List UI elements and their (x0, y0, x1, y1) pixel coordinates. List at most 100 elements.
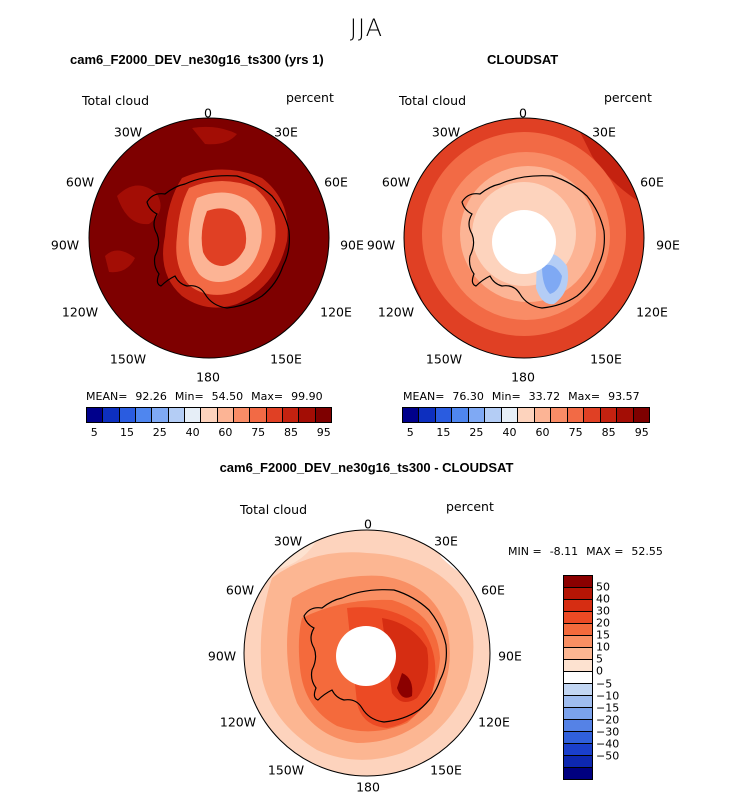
panel-3-colorbar-tick: 40 (596, 592, 610, 606)
panel-3-colorbar-cell (564, 660, 592, 672)
panel-2-colorbar-cell (518, 408, 535, 422)
panel-2-lon-label: 90E (656, 237, 680, 253)
panel-3-colorbar-tick: 30 (596, 604, 610, 618)
panel-3-lon-label: 90W (207, 648, 237, 664)
panel-2-colorbar-cell (468, 408, 486, 422)
panel-3-colorbar-cell (564, 684, 592, 696)
panel-1-colorbar-tick: 15 (120, 426, 134, 439)
panel-3-colorbar-cell (564, 648, 592, 660)
panel-2-lon-label: 120W (377, 304, 415, 320)
panel-2-map (403, 117, 645, 359)
panel-1-colorbar-cell (103, 408, 120, 422)
panel-1-lon-label: 90W (50, 237, 80, 253)
panel-2-colorbar-tick: 75 (568, 426, 583, 439)
panel-3-map-border (243, 529, 491, 777)
panel-3-colorbar-tick: −20 (596, 713, 620, 727)
panel-2-colorbar-ticks: 5 15 25 40 60 75 85 95 (402, 426, 650, 440)
panel-2-title: CLOUDSAT (487, 52, 559, 67)
panel-3-lon-label: 30W (273, 533, 303, 549)
panel-3-colorbar-tick: 15 (596, 628, 610, 642)
panel-3-missing-data (336, 626, 396, 686)
panel-3-colorbar-tick: −40 (596, 737, 620, 751)
panel-2-missing-data (492, 210, 556, 274)
panel-3-lon-label: 30E (434, 533, 458, 549)
panel-3-lon-label: 60W (225, 582, 255, 598)
panel-1-lon-label: 60E (324, 174, 348, 190)
panel-1-colorbar-tick: 40 (185, 426, 200, 439)
panel-3-colorbar-cell (564, 588, 592, 600)
panel-3-min-label: MIN = (508, 545, 542, 558)
panel-2-colorbar-cell (501, 408, 519, 422)
panel-3-lon-label: 0 (364, 516, 372, 532)
panel-3-colorbar-cell (564, 672, 592, 684)
panel-1-map (88, 117, 330, 359)
panel-3-colorbar (563, 575, 593, 780)
panel-3-field-core (397, 673, 413, 698)
panel-1-lon-label: 30W (113, 124, 143, 140)
panel-1-field-patch (192, 126, 237, 145)
panel-2-colorbar-cell (485, 408, 502, 422)
panel-2-colorbar-cell (600, 408, 618, 422)
panel-1-lon-label: 60W (65, 174, 95, 190)
panel-3-lon-label: 120W (219, 714, 257, 730)
panel-1-colorbar-cell (233, 408, 251, 422)
panel-1-title: cam6_F2000_DEV_ne30g16_ts300 (yrs 1) (70, 52, 324, 67)
panel-2-colorbar (402, 407, 650, 423)
panel-2-lon-label: 60W (381, 174, 411, 190)
panel-2-colorbar-cell (567, 408, 585, 422)
panel-2-colorbar-cell (435, 408, 453, 422)
panel-2-colorbar-cell (617, 408, 634, 422)
panel-1-units: percent (286, 90, 334, 105)
panel-3-colorbar-cell (564, 576, 592, 588)
panel-1-field-patch (105, 250, 135, 273)
panel-3-colorbar-tick: 0 (596, 664, 603, 678)
panel-2-coastline (461, 175, 605, 309)
panel-3-coastline (303, 589, 447, 723)
panel-2-lon-label: 30E (592, 124, 616, 140)
panel-1-colorbar-ticks: 5 15 25 40 60 75 85 95 (86, 426, 332, 440)
panel-1-colorbar-tick: 85 (284, 426, 298, 439)
panel-1-lon-label: 180 (196, 369, 220, 385)
panel-1-lon-label: 120W (61, 304, 99, 320)
panel-3-colorbar-cell (564, 768, 592, 779)
panel-2-min-label: Min= (491, 390, 521, 403)
panel-1-field-core (201, 208, 247, 266)
panel-3-colorbar-tick: 20 (596, 616, 610, 630)
panel-2-colorbar-cell (551, 408, 568, 422)
panel-2-colorbar-cell (633, 408, 650, 422)
panel-2-stats: MEAN= 76.30 Min= 33.72 Max= 93.57 (403, 390, 648, 403)
panel-3-colorbar-tick: −10 (596, 689, 620, 703)
panel-3-lon-label: 60E (481, 582, 505, 598)
panel-2-max-label: Max= (568, 390, 601, 403)
panel-3-lon-label: 180 (356, 779, 380, 795)
panel-3-max-label: MAX = (586, 545, 624, 558)
panel-3-colorbar-cell (564, 756, 592, 768)
panel-1-mean: 92.26 (135, 390, 167, 403)
panel-1-colorbar-cell (168, 408, 185, 422)
panel-2-colorbar-cell (534, 408, 552, 422)
panel-2-field-low (542, 264, 562, 294)
panel-3-colorbar-cell (564, 612, 592, 624)
panel-1-colorbar-cell (135, 408, 153, 422)
panel-3-max: 52.55 (631, 545, 663, 558)
panel-3-colorbar-tick: 50 (596, 580, 610, 594)
panel-1-variable: Total cloud (82, 93, 150, 108)
panel-2-colorbar-tick: 60 (535, 426, 550, 439)
panel-1-lon-label: 120E (320, 304, 352, 320)
panel-3-lon-label: 150E (430, 762, 462, 778)
panel-3-colorbar-cell (564, 636, 592, 648)
panel-3-colorbar-cell (564, 720, 592, 732)
panel-1-colorbar-cell (217, 408, 234, 422)
panel-3-units: percent (446, 499, 494, 514)
panel-1-coastline (146, 175, 290, 309)
panel-1-lon-label: 30E (274, 124, 298, 140)
panel-3-lon-label: 150W (267, 762, 305, 778)
panel-1-colorbar-cell (119, 408, 136, 422)
panel-1-colorbar-cell (266, 408, 283, 422)
panel-3-field-core (382, 618, 429, 702)
panel-2-colorbar-tick: 85 (601, 426, 616, 439)
panel-1-colorbar-cell (315, 408, 331, 422)
panel-2-mean-label: MEAN= (403, 390, 445, 403)
panel-2-max: 93.57 (608, 390, 640, 403)
panel-1-colorbar-cell (184, 408, 202, 422)
